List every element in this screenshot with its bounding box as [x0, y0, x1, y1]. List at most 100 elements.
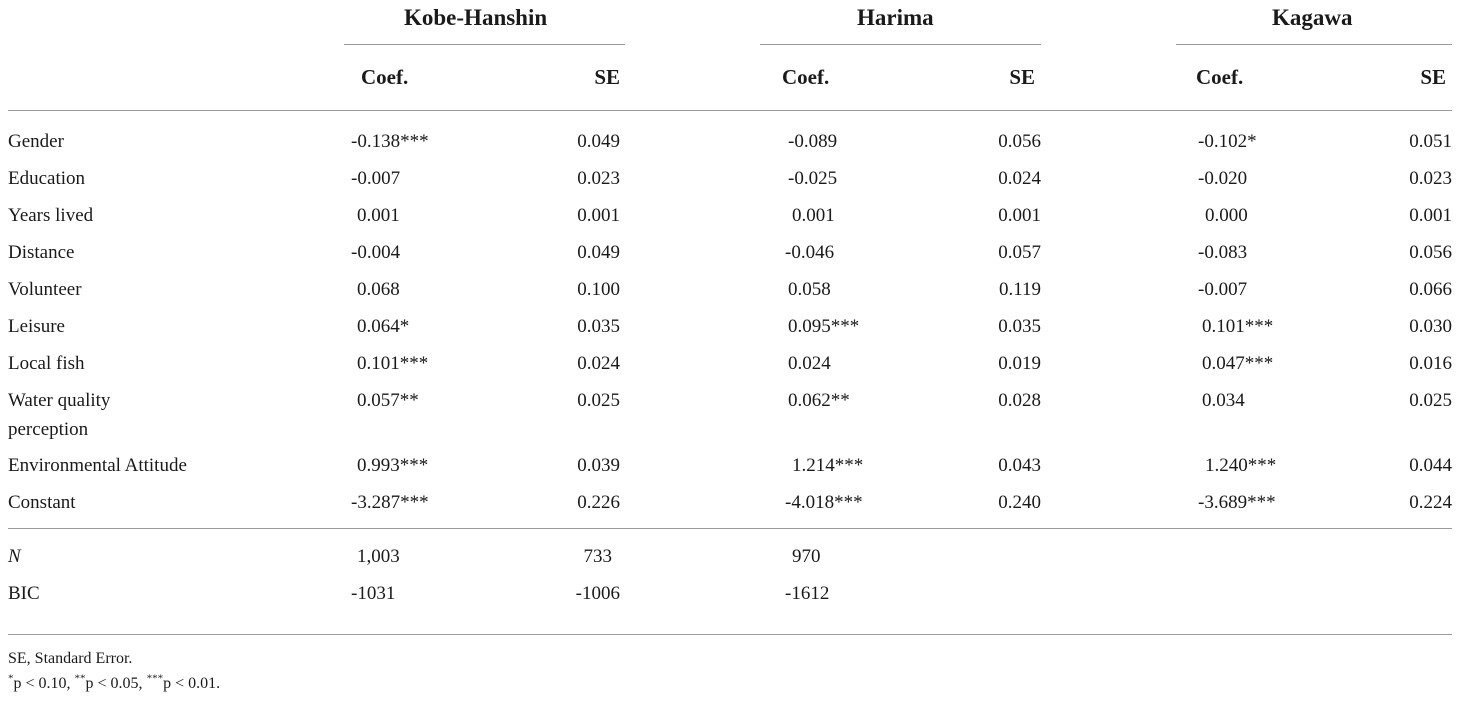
cell-coef: 0.993*** [357, 455, 429, 476]
cell-se: 0.049 [577, 131, 620, 152]
body-rule [8, 528, 1452, 529]
cell-se: 0.035 [998, 316, 1041, 337]
cell-coef: 0.000 [1205, 205, 1248, 226]
cell-se: 0.224 [1409, 492, 1452, 513]
cell-se: 0.023 [577, 168, 620, 189]
row-label-line2: perception [8, 419, 89, 440]
cell-coef: 0.062** [788, 390, 850, 411]
cell-coef: 0.024 [788, 353, 831, 374]
summary-value: 1,003 [357, 546, 400, 567]
cell-se: 0.025 [1409, 390, 1452, 411]
header-kobe-hanshin: Kobe-Hanshin [404, 5, 548, 30]
subheader-se-harima: SE [1009, 65, 1035, 89]
summary-value: -1612 [785, 583, 830, 604]
cell-coef: -3.689*** [1198, 492, 1276, 513]
cell-se: 0.023 [1409, 168, 1452, 189]
cell-coef: -0.004 [351, 242, 401, 263]
row-label: Volunteer [8, 279, 82, 300]
cell-se: 0.057 [998, 242, 1041, 263]
row-label: Local fish [8, 353, 85, 374]
footnote-marker: *** [146, 672, 164, 685]
cell-coef: 0.101*** [1202, 316, 1274, 337]
summary-value: 733 [583, 546, 613, 567]
summary-value: 970 [792, 546, 821, 567]
subheader-se-kagawa: SE [1420, 65, 1446, 89]
cell-se: 0.226 [577, 492, 620, 513]
footnote-significance: *p < 0.10, **p < 0.05, ***p < 0.01. [8, 672, 221, 694]
footnote-marker: * [8, 672, 14, 685]
cell-se: 0.051 [1409, 131, 1452, 152]
cell-se: 0.066 [1409, 279, 1452, 300]
cell-se: 0.001 [577, 205, 620, 226]
cell-se: 0.049 [577, 242, 620, 263]
footnote-marker: ** [74, 672, 86, 685]
cell-coef: -0.046 [785, 242, 835, 263]
row-label: Gender [8, 131, 64, 152]
row-label: Leisure [8, 316, 65, 337]
cell-coef: 0.001 [357, 205, 400, 226]
cell-coef: -0.083 [1198, 242, 1248, 263]
cell-coef: -4.018*** [785, 492, 863, 513]
cell-coef: 0.095*** [788, 316, 860, 337]
subheader-se-kobe: SE [594, 65, 620, 89]
group-underline-kagawa [1176, 44, 1452, 45]
footnote-abbreviation: SE, Standard Error. [8, 650, 133, 667]
row-label: Years lived [8, 205, 94, 226]
row-label: Water quality [8, 390, 111, 411]
summary-value: -1031 [351, 583, 396, 604]
cell-se: 0.100 [577, 279, 620, 300]
row-label: Environmental Attitude [8, 455, 187, 476]
cell-se: 0.019 [998, 353, 1041, 374]
cell-se: 0.119 [998, 279, 1041, 300]
header-harima: Harima [857, 5, 934, 30]
cell-coef: -0.007 [1198, 279, 1248, 300]
footnote-text: p < 0.05, [85, 675, 147, 692]
cell-se: 0.001 [998, 205, 1041, 226]
cell-coef: 0.064* [357, 316, 410, 337]
group-underline-harima [760, 44, 1041, 45]
cell-coef: 1.240*** [1205, 455, 1277, 476]
cell-coef: -0.089 [788, 131, 838, 152]
cell-se: 0.001 [1409, 205, 1452, 226]
summary-label-bic: BIC [8, 583, 40, 604]
subheader-coef-kobe: Coef. [361, 65, 409, 89]
footer-rule [8, 634, 1452, 635]
group-underline-kobe-hanshin [344, 44, 625, 45]
cell-coef: 0.058 [788, 279, 831, 300]
cell-se: 0.016 [1409, 353, 1452, 374]
cell-se: 0.240 [998, 492, 1041, 513]
row-label: Distance [8, 242, 75, 263]
subheader-coef-harima: Coef. [782, 65, 830, 89]
cell-coef: 0.057** [357, 390, 419, 411]
cell-se: 0.035 [577, 316, 620, 337]
cell-se: 0.039 [577, 455, 620, 476]
footnote-text: p < 0.10, [13, 675, 75, 692]
summary-label-n: N [8, 546, 21, 567]
cell-se: 0.044 [1409, 455, 1452, 476]
cell-se: 0.028 [998, 390, 1041, 411]
cell-coef: 0.047*** [1202, 353, 1274, 374]
row-label: Education [8, 168, 86, 189]
cell-coef: -0.102* [1198, 131, 1257, 152]
cell-coef: 0.068 [357, 279, 400, 300]
cell-se: 0.030 [1409, 316, 1452, 337]
cell-se: 0.056 [1409, 242, 1452, 263]
cell-coef: -0.007 [351, 168, 401, 189]
cell-se: 0.043 [998, 455, 1041, 476]
cell-coef: -3.287*** [351, 492, 429, 513]
cell-coef: 1.214*** [792, 455, 864, 476]
footnote-text: p < 0.01. [163, 675, 221, 692]
summary-value: -1006 [575, 583, 620, 604]
cell-se: 0.025 [577, 390, 620, 411]
header-kagawa: Kagawa [1272, 5, 1353, 30]
cell-se: 0.056 [998, 131, 1041, 152]
cell-coef: -0.020 [1198, 168, 1248, 189]
subheader-coef-kagawa: Coef. [1196, 65, 1244, 89]
cell-coef: -0.025 [788, 168, 838, 189]
cell-coef: -0.138*** [351, 131, 429, 152]
cell-se: 0.024 [998, 168, 1041, 189]
cell-coef: 0.001 [792, 205, 835, 226]
cell-coef: 0.034 [1202, 390, 1245, 411]
cell-se: 0.024 [577, 353, 620, 374]
row-label: Constant [8, 492, 76, 513]
